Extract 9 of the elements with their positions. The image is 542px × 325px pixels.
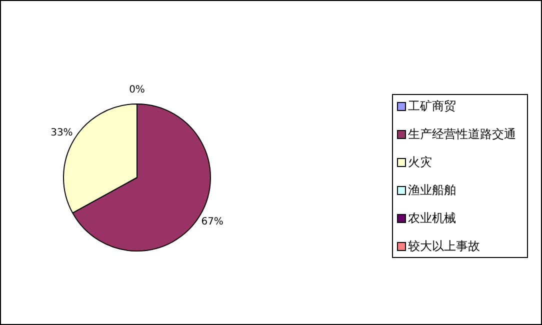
legend-label: 生产经营性道路交通 <box>408 127 516 141</box>
legend-label: 较大以上事故 <box>408 239 480 253</box>
legend-label: 农业机械 <box>408 211 456 225</box>
legend-label: 火灾 <box>408 155 432 169</box>
text: 0% <box>129 84 145 96</box>
data-label: 33% <box>50 128 73 139</box>
data-label: 67% <box>201 216 224 228</box>
legend-label: 渔业船舶 <box>408 183 456 197</box>
legend-label: 工矿商贸 <box>408 99 456 113</box>
